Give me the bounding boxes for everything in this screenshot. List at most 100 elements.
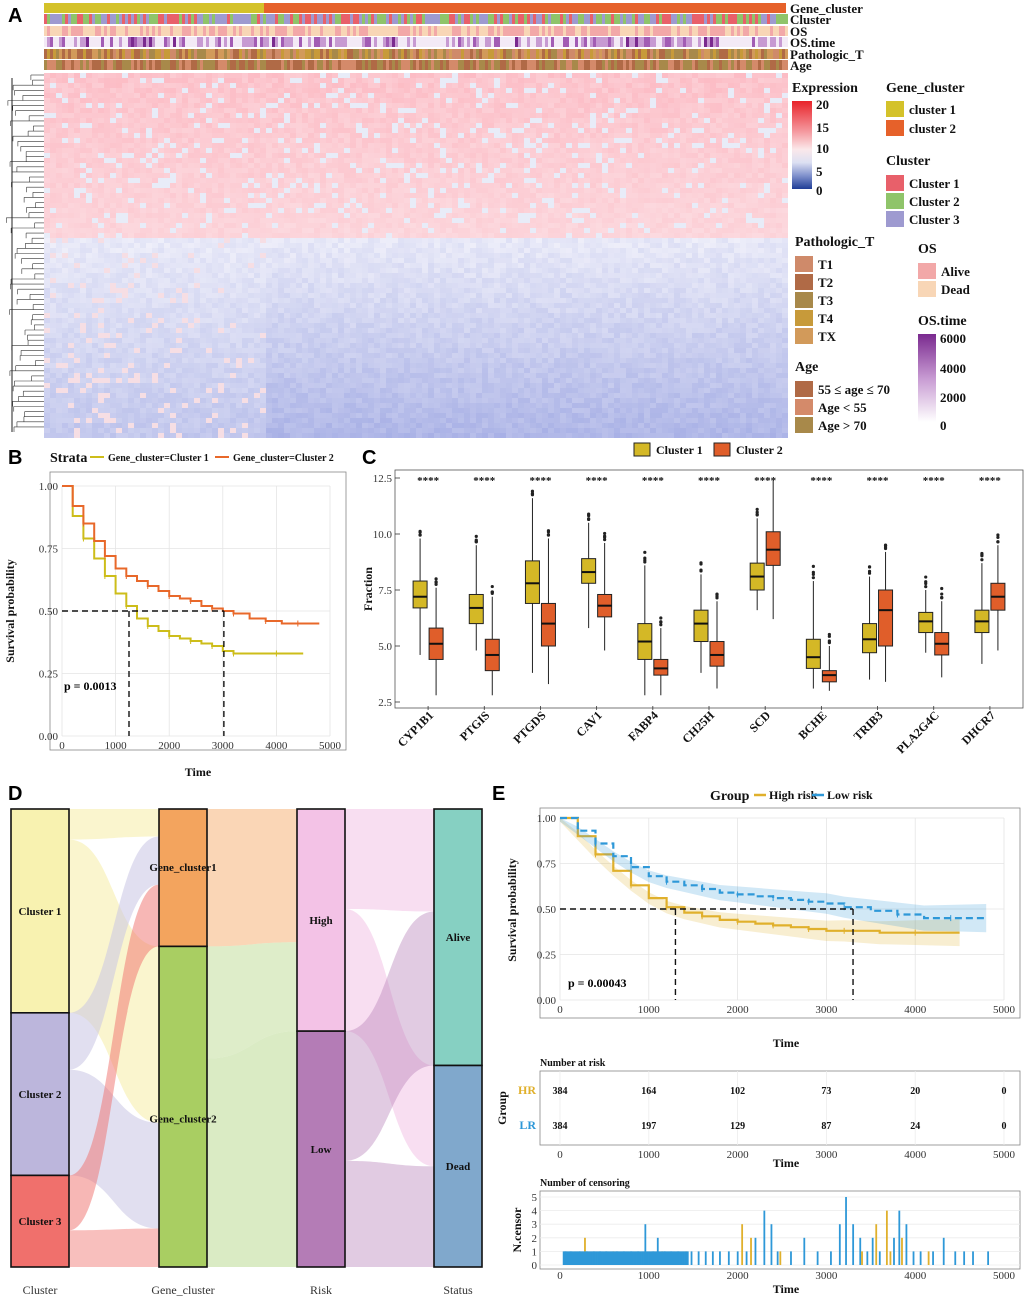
heatmap-cell xyxy=(698,153,704,158)
heatmap-cell xyxy=(638,183,644,188)
cluster-annotation-cell xyxy=(161,14,164,24)
heatmap-cell xyxy=(470,183,476,188)
heatmap-cell xyxy=(500,173,506,178)
pathologic-t-annotation-cell xyxy=(524,49,527,59)
heatmap-cell xyxy=(770,163,776,168)
pathologic-t-annotation-cell xyxy=(383,49,386,59)
os-time-annotation-cell xyxy=(281,37,284,47)
heatmap-cell xyxy=(230,108,236,113)
heatmap-cell xyxy=(602,183,608,188)
heatmap-cell xyxy=(656,178,662,183)
heatmap-cell xyxy=(164,78,170,83)
pathologic-t-annotation-cell xyxy=(254,49,257,59)
heatmap-cell xyxy=(452,198,458,203)
cluster-annotation-cell xyxy=(47,14,50,24)
heatmap-cell xyxy=(650,168,656,173)
heatmap-cell xyxy=(230,203,236,208)
age-annotation-cell xyxy=(569,60,572,70)
heatmap-cell xyxy=(170,113,176,118)
heatmap-cell xyxy=(110,188,116,193)
heatmap-cell xyxy=(608,83,614,88)
pathologic-t-annotation-cell xyxy=(386,49,389,59)
heatmap-cell xyxy=(206,173,212,178)
heatmap-cell xyxy=(572,158,578,163)
cluster-annotation-cell xyxy=(626,14,629,24)
heatmap-cell xyxy=(698,73,704,78)
heatmap-cell xyxy=(92,148,98,153)
cluster-annotation-cell xyxy=(410,14,413,24)
heatmap-cell xyxy=(188,108,194,113)
heatmap-cell xyxy=(134,158,140,163)
pathologic-t-annotation-cell xyxy=(194,49,197,59)
heatmap-cell xyxy=(272,98,278,103)
heatmap-cell xyxy=(512,213,518,218)
heatmap-cell xyxy=(422,178,428,183)
age-annotation-cell xyxy=(311,60,314,70)
heatmap-cell xyxy=(380,173,386,178)
heatmap-cell xyxy=(482,73,488,78)
pathologic-t-annotation-cell xyxy=(50,49,53,59)
age-annotation-cell xyxy=(158,60,161,70)
heatmap-cell xyxy=(578,78,584,83)
heatmap-cell xyxy=(68,138,74,143)
heatmap-cell xyxy=(200,198,206,203)
heatmap-cell xyxy=(698,193,704,198)
heatmap-cell xyxy=(320,113,326,118)
heatmap-cell xyxy=(242,83,248,88)
os-annotation-cell xyxy=(554,26,557,36)
heatmap-cell xyxy=(686,93,692,98)
heatmap-cell xyxy=(566,153,572,158)
pathologic-t-annotation-cell xyxy=(431,49,434,59)
heatmap-cell xyxy=(194,178,200,183)
pathologic-t-annotation-cell xyxy=(128,49,131,59)
heatmap-cell xyxy=(506,108,512,113)
os-time-annotation-cell xyxy=(743,37,746,47)
os-annotation-cell xyxy=(776,26,779,36)
os-time-annotation-cell xyxy=(164,37,167,47)
cluster-annotation-cell xyxy=(533,14,536,24)
heatmap-cell xyxy=(158,103,164,108)
heatmap-cell xyxy=(500,203,506,208)
heatmap-cell xyxy=(110,128,116,133)
heatmap-cell xyxy=(140,73,146,78)
os-annotation-cell xyxy=(122,26,125,36)
heatmap-cell xyxy=(572,178,578,183)
heatmap-cell xyxy=(422,163,428,168)
heatmap-cell xyxy=(542,123,548,128)
heatmap-cell xyxy=(338,173,344,178)
heatmap-cell xyxy=(458,208,464,213)
heatmap-cell xyxy=(656,78,662,83)
heatmap-cell xyxy=(176,143,182,148)
heatmap-cell xyxy=(110,198,116,203)
heatmap-cell xyxy=(80,203,86,208)
heatmap-cell xyxy=(668,158,674,163)
heatmap-cell xyxy=(716,208,722,213)
heatmap-cell xyxy=(80,98,86,103)
os-annotation-cell xyxy=(404,26,407,36)
os-annotation-cell xyxy=(767,26,770,36)
pathologic-t-annotation-cell xyxy=(758,49,761,59)
heatmap-cell xyxy=(278,153,284,158)
heatmap-cell xyxy=(572,213,578,218)
pathologic-t-annotation-cell xyxy=(110,49,113,59)
pathologic-t-annotation-cell xyxy=(533,49,536,59)
cluster-annotation-cell xyxy=(725,14,728,24)
heatmap-cell xyxy=(506,173,512,178)
os-annotation-cell xyxy=(473,26,476,36)
heatmap-cell xyxy=(320,198,326,203)
pathologic-t-annotation-cell xyxy=(275,49,278,59)
heatmap-cell xyxy=(74,158,80,163)
heatmap-cell xyxy=(740,203,746,208)
heatmap-cell xyxy=(164,138,170,143)
heatmap-cell xyxy=(404,113,410,118)
heatmap-cell xyxy=(482,118,488,123)
heatmap-cell xyxy=(368,153,374,158)
heatmap-cell xyxy=(326,123,332,128)
heatmap-cell xyxy=(536,98,542,103)
heatmap-cell xyxy=(176,193,182,198)
heatmap-cell xyxy=(626,103,632,108)
heatmap-cell xyxy=(464,173,470,178)
cluster-annotation-cell xyxy=(245,14,248,24)
heatmap-cell xyxy=(668,103,674,108)
heatmap-cell xyxy=(452,108,458,113)
